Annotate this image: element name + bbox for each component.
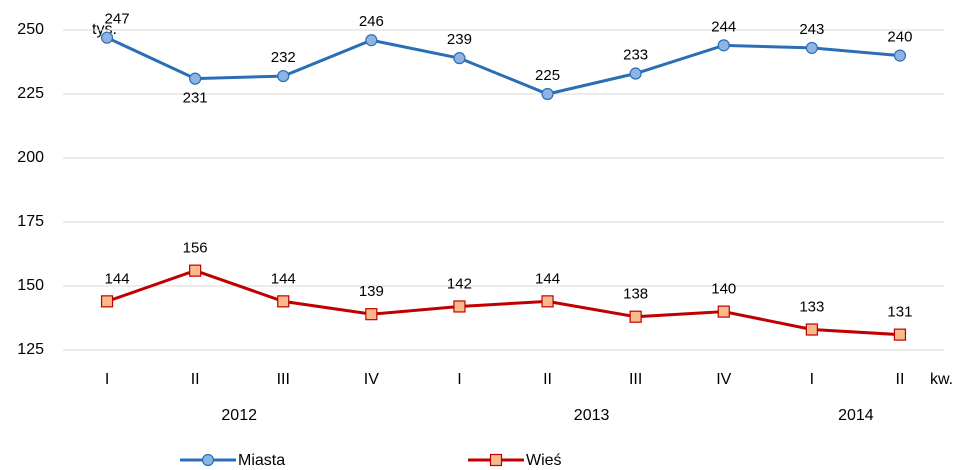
marker (453, 52, 466, 65)
marker (541, 87, 554, 101)
data-label: 133 (799, 298, 824, 315)
series-line (106, 269, 901, 337)
marker (805, 323, 818, 336)
data-label: 144 (105, 270, 130, 287)
y-tick-label: 250 (17, 21, 44, 38)
x-tick-label: I (810, 371, 814, 388)
x-tick-label: III (277, 371, 290, 388)
data-label: 144 (271, 270, 296, 287)
marker (489, 453, 503, 467)
marker (893, 49, 907, 62)
marker (453, 300, 466, 313)
data-label: 131 (887, 304, 912, 321)
data-label: 231 (183, 90, 208, 107)
data-label: 247 (105, 11, 130, 28)
marker (629, 310, 642, 323)
marker (100, 295, 114, 308)
marker (541, 295, 554, 308)
marker (100, 31, 114, 44)
marker (717, 305, 730, 318)
data-label: 156 (183, 240, 208, 257)
data-label: 139 (359, 283, 384, 300)
legend-label: Miasta (238, 452, 285, 469)
x-tick-label: I (457, 371, 461, 388)
y-tick-label: 125 (17, 341, 44, 358)
y-tick-label: 150 (17, 277, 44, 294)
data-label: 225 (535, 67, 560, 84)
y-tick-label: 175 (17, 213, 44, 230)
x-group-label: 2014 (838, 407, 874, 424)
series-line (106, 36, 901, 96)
data-label: 233 (623, 46, 648, 63)
data-label: 138 (623, 286, 648, 303)
data-label: 240 (887, 29, 912, 46)
data-label: 140 (711, 281, 736, 298)
x-tick-label: I (105, 371, 109, 388)
x-tick-label: II (543, 371, 552, 388)
x-unit: kw. (930, 371, 953, 388)
legend-label: Wieś (526, 452, 562, 469)
marker (365, 34, 378, 47)
marker (277, 69, 290, 83)
data-label: 142 (447, 275, 472, 292)
marker (365, 308, 378, 321)
marker (893, 328, 907, 341)
data-label: 246 (359, 13, 384, 30)
marker (805, 41, 818, 55)
x-tick-label: II (191, 371, 200, 388)
y-tick-label: 200 (17, 149, 44, 166)
marker (189, 72, 202, 85)
marker (189, 264, 202, 277)
marker (277, 295, 290, 308)
data-label: 244 (711, 18, 736, 35)
y-tick-label: 225 (17, 85, 44, 102)
x-group-label: 2013 (574, 407, 610, 424)
data-label: 232 (271, 49, 296, 66)
x-tick-label: IV (364, 371, 379, 388)
data-label: 239 (447, 31, 472, 48)
x-tick-label: III (629, 371, 642, 388)
marker (201, 453, 215, 467)
data-label: 144 (535, 270, 560, 287)
marker (629, 67, 642, 80)
x-tick-label: II (896, 371, 905, 388)
marker (717, 39, 730, 52)
x-group-label: 2012 (221, 407, 257, 424)
x-tick-label: IV (716, 371, 731, 388)
data-label: 243 (799, 21, 824, 38)
